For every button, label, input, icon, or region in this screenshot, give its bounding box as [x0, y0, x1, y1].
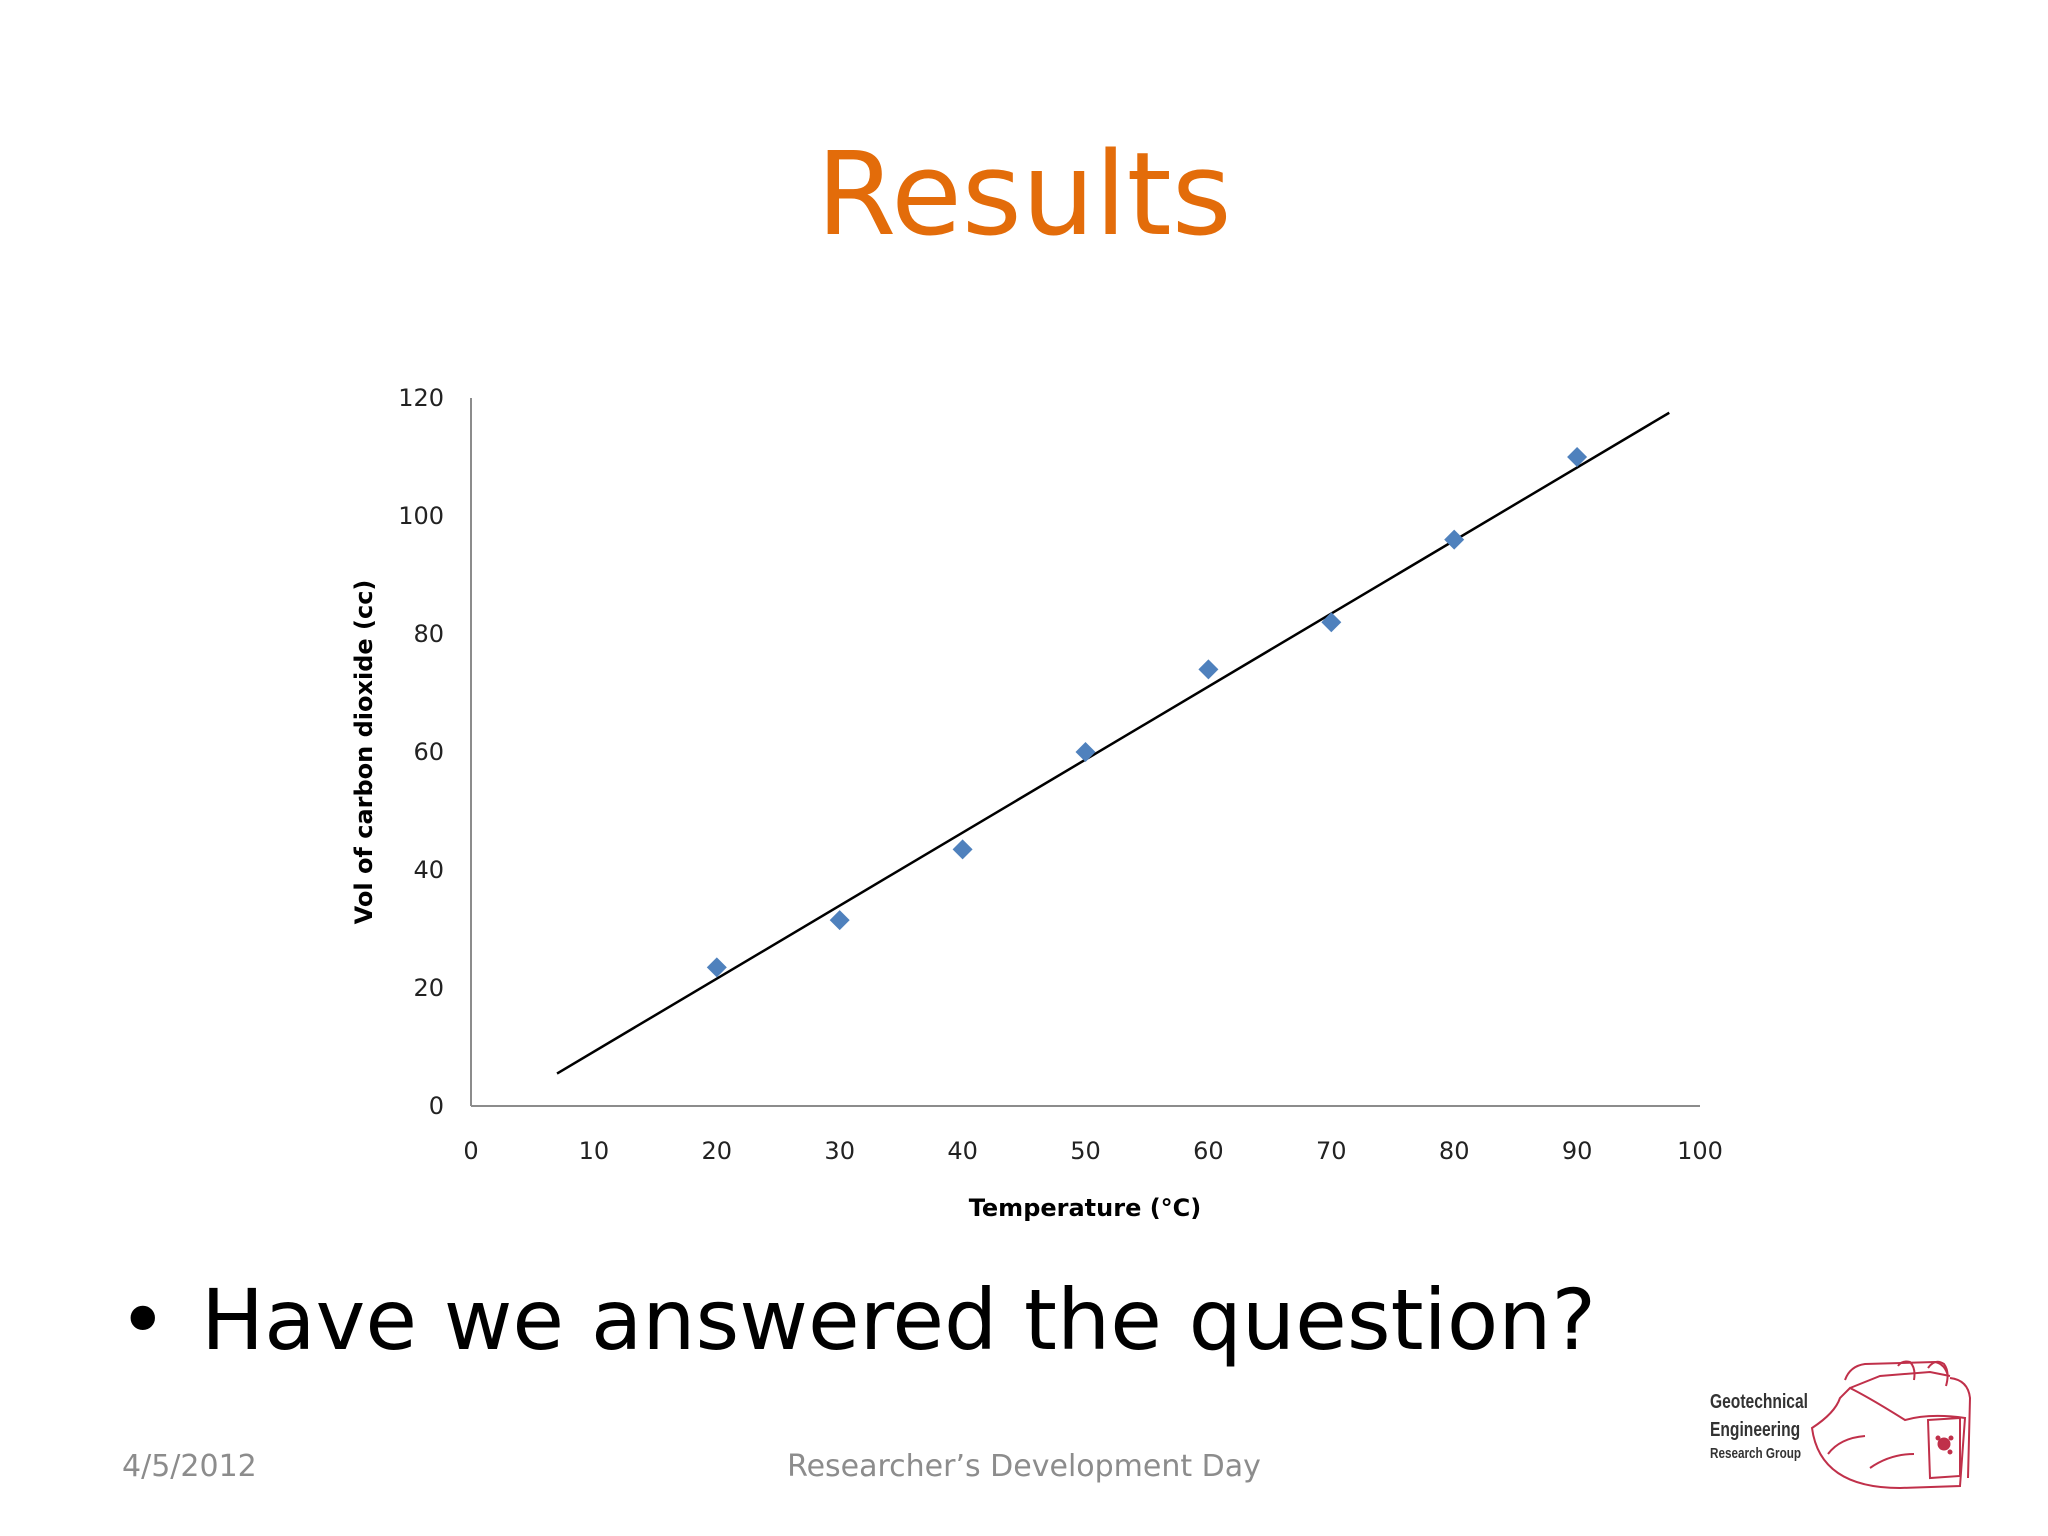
x-tick-label: 100	[1677, 1137, 1723, 1165]
chart-trendline-group	[556, 411, 1670, 1075]
data-point	[829, 910, 850, 931]
footer-date: 4/5/2012	[122, 1449, 257, 1484]
data-point	[1567, 447, 1588, 467]
bullet-symbol: •	[118, 1271, 168, 1369]
y-tick-label: 60	[413, 738, 444, 766]
logo-line-1: Geotechnical	[1710, 1391, 1808, 1413]
x-tick-label: 40	[947, 1137, 978, 1165]
chart-points	[706, 447, 1588, 978]
y-tick-label: 40	[413, 856, 444, 884]
x-tick-label: 60	[1193, 1137, 1224, 1165]
x-tick-label: 0	[463, 1137, 478, 1165]
x-axis-title: Temperature (°C)	[969, 1194, 1202, 1222]
x-tick-label: 50	[1070, 1137, 1101, 1165]
bullet-text: Have we answered the question?	[201, 1271, 1597, 1369]
footer-event: Researcher’s Development Day	[787, 1449, 1261, 1484]
bullet-point: • Have we answered the question?	[118, 1270, 1596, 1370]
data-point	[1321, 612, 1342, 633]
x-tick-label: 20	[702, 1137, 733, 1165]
data-point	[1198, 659, 1219, 680]
y-tick-label: 0	[429, 1092, 444, 1120]
x-tick-label: 30	[824, 1137, 855, 1165]
chart-tick-labels: 0 10 20 30 40 50 60 70 80 90 100 0 20 40 60 80 100 120	[398, 384, 1723, 1165]
x-tick-label: 10	[579, 1137, 610, 1165]
x-tick-label: 80	[1439, 1137, 1470, 1165]
excavator-bucket-icon	[1810, 1360, 1972, 1490]
y-axis-title: Vol of carbon dioxide (cc)	[350, 580, 378, 925]
logo-line-3: Research Group	[1710, 1445, 1802, 1462]
slide-title: Results	[816, 128, 1232, 262]
research-group-logo: Geotechnical Engineering Research Group	[1710, 1358, 1982, 1492]
y-tick-label: 100	[398, 502, 444, 530]
data-point	[952, 839, 973, 860]
scatter-chart: 0 10 20 30 40 50 60 70 80 90 100 0 20 40 60 80 100 120 Te…	[350, 384, 1723, 1222]
y-tick-label: 120	[398, 384, 444, 412]
y-tick-label: 80	[413, 620, 444, 648]
data-point	[706, 957, 727, 978]
x-tick-label: 70	[1316, 1137, 1347, 1165]
logo-line-2: Engineering	[1710, 1419, 1801, 1441]
logo-text: Geotechnical Engineering Research Group	[1710, 1388, 1808, 1464]
data-point	[1075, 742, 1096, 762]
chart-axes	[470, 398, 1700, 1107]
data-point	[1444, 529, 1465, 550]
x-tick-label: 90	[1562, 1137, 1593, 1165]
trendline	[556, 411, 1670, 1075]
y-tick-label: 20	[413, 974, 444, 1002]
